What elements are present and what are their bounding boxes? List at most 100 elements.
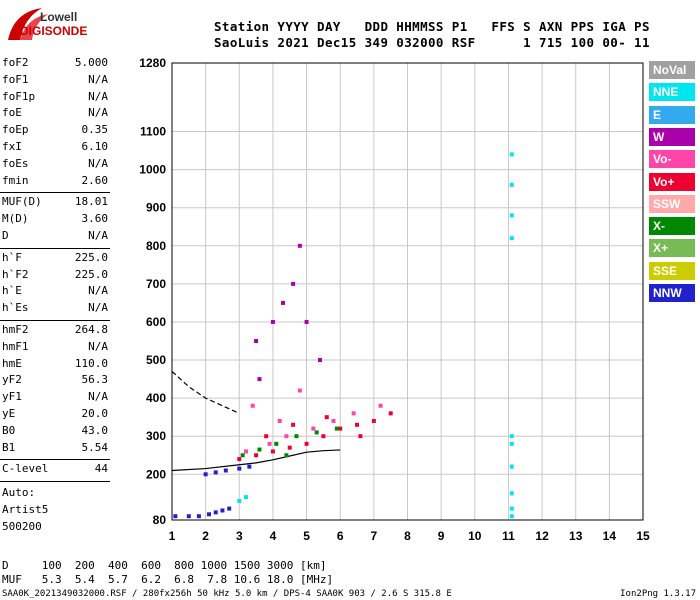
legend-item: SSW — [649, 194, 695, 213]
param-row: M(D) 3.60 — [2, 212, 108, 228]
param-name: yF1 — [2, 390, 22, 404]
echo-point — [244, 449, 249, 454]
echo-point — [264, 434, 269, 439]
footer-row-distance: D 100 200 400 600 800 1000 1500 3000 [km… — [2, 559, 327, 572]
echo-point — [297, 388, 302, 393]
echo-point — [509, 506, 514, 511]
echo-point — [304, 319, 309, 324]
param-value: 264.8 — [74, 323, 108, 336]
param-value: N/A — [88, 229, 108, 242]
legend-item: X- — [649, 217, 695, 236]
param-row: h`E N/A — [2, 284, 108, 300]
param-name: h`F — [2, 250, 22, 264]
echo-point — [321, 434, 326, 439]
param-row: MUF(D) 18.01 — [2, 195, 108, 211]
echo-point — [331, 418, 336, 423]
echo-point — [294, 434, 299, 439]
echo-point — [324, 415, 329, 420]
param-row: fmin 2.60 — [2, 174, 108, 190]
echo-point — [213, 510, 218, 515]
echo-point — [509, 514, 514, 519]
echo-point — [267, 441, 272, 446]
fitted-trace — [171, 371, 240, 414]
plot-frame — [171, 62, 644, 521]
y-tick-label: 1000 — [139, 163, 166, 177]
param-name: foE — [2, 106, 22, 120]
echo-point — [254, 453, 259, 458]
param-row: foF2 5.000 — [2, 56, 108, 72]
logo-line1: Lowell — [40, 10, 78, 24]
echo-point — [371, 418, 376, 423]
param-separator — [0, 459, 110, 461]
legend-item: NoVal — [649, 61, 695, 79]
footer-caption: SAA0K_2021349032000.RSF / 280fx256h 50 k… — [2, 589, 452, 599]
fitted-traces — [171, 371, 341, 472]
x-tick-label: 4 — [270, 529, 277, 543]
echo-point — [244, 495, 249, 500]
echo-point — [223, 468, 228, 473]
param-value: N/A — [88, 284, 108, 298]
echo-point — [509, 464, 514, 469]
y-tick-label: 600 — [146, 315, 166, 329]
param-name: hmF1 — [2, 339, 29, 353]
param-name: h`Es — [2, 301, 29, 315]
logo-mark — [8, 8, 48, 40]
echo-point — [358, 434, 363, 439]
echo-point — [284, 453, 289, 458]
param-value: 6.10 — [81, 140, 109, 153]
param-value: N/A — [88, 301, 108, 315]
legend-item: Vo+ — [649, 172, 695, 191]
echo-point — [388, 411, 393, 416]
param-row: h`F 225.0 — [2, 251, 108, 267]
echo-point — [227, 506, 232, 511]
logo-line2: DIGISONDE — [20, 24, 88, 38]
param-name: M(D) — [2, 212, 29, 226]
param-separator — [0, 247, 110, 249]
param-name: hmE — [2, 356, 22, 370]
echo-point — [287, 445, 292, 450]
autoscaling-line: Artist5 — [2, 503, 49, 516]
x-tick-label: 5 — [303, 529, 310, 543]
echo-point — [270, 319, 275, 324]
echo-point — [274, 441, 279, 446]
echo-point — [270, 449, 275, 454]
echo-point — [314, 430, 319, 435]
echo-point — [237, 457, 242, 462]
y-tick-label: 300 — [146, 429, 166, 443]
legend-item: SSE — [649, 261, 695, 280]
param-row: foF1p N/A — [2, 90, 108, 106]
legend-item: E — [649, 105, 695, 124]
echo-point — [284, 434, 289, 439]
y-tick-labels: 80 200 300 400 500 600 700 800 900 1000 1100 1280 — [139, 56, 166, 527]
y-tick-label: 80 — [153, 513, 167, 527]
echo-point — [297, 243, 302, 248]
chart-grid — [171, 62, 644, 521]
ionogram-chart: 1 2 3 4 5 6 7 8 9 10 11 12 13 14 15 802003004005006007… — [139, 56, 650, 543]
y-tick-label: 700 — [146, 277, 166, 291]
param-name: yF2 — [2, 373, 22, 387]
echo-point — [247, 464, 252, 469]
param-name: foF2 — [2, 56, 29, 69]
param-value: 225.0 — [74, 267, 108, 281]
echo-point — [213, 470, 218, 475]
param-row: foEp 0.35 — [2, 123, 108, 139]
x-tick-label: 6 — [337, 529, 344, 543]
echo-point — [378, 403, 383, 408]
param-name: fmin — [2, 173, 29, 187]
y-tick-label: 400 — [146, 391, 166, 405]
x-tick-label: 11 — [502, 529, 515, 543]
param-value: 43.0 — [81, 423, 109, 437]
param-name: yE — [2, 407, 16, 420]
echo-point — [207, 512, 212, 517]
x-tick-label: 14 — [603, 529, 617, 543]
x-tick-label: 13 — [569, 529, 583, 543]
data-points — [173, 152, 514, 519]
echo-point — [355, 422, 360, 427]
x-tick-label: 9 — [438, 529, 445, 543]
echo-point — [240, 453, 245, 458]
param-row: C-level 44 — [2, 462, 108, 478]
echo-point — [334, 426, 339, 431]
param-value: 56.3 — [81, 373, 109, 387]
legend-item: X+ — [649, 239, 695, 258]
autoscaling-line: 500200 — [2, 519, 42, 533]
